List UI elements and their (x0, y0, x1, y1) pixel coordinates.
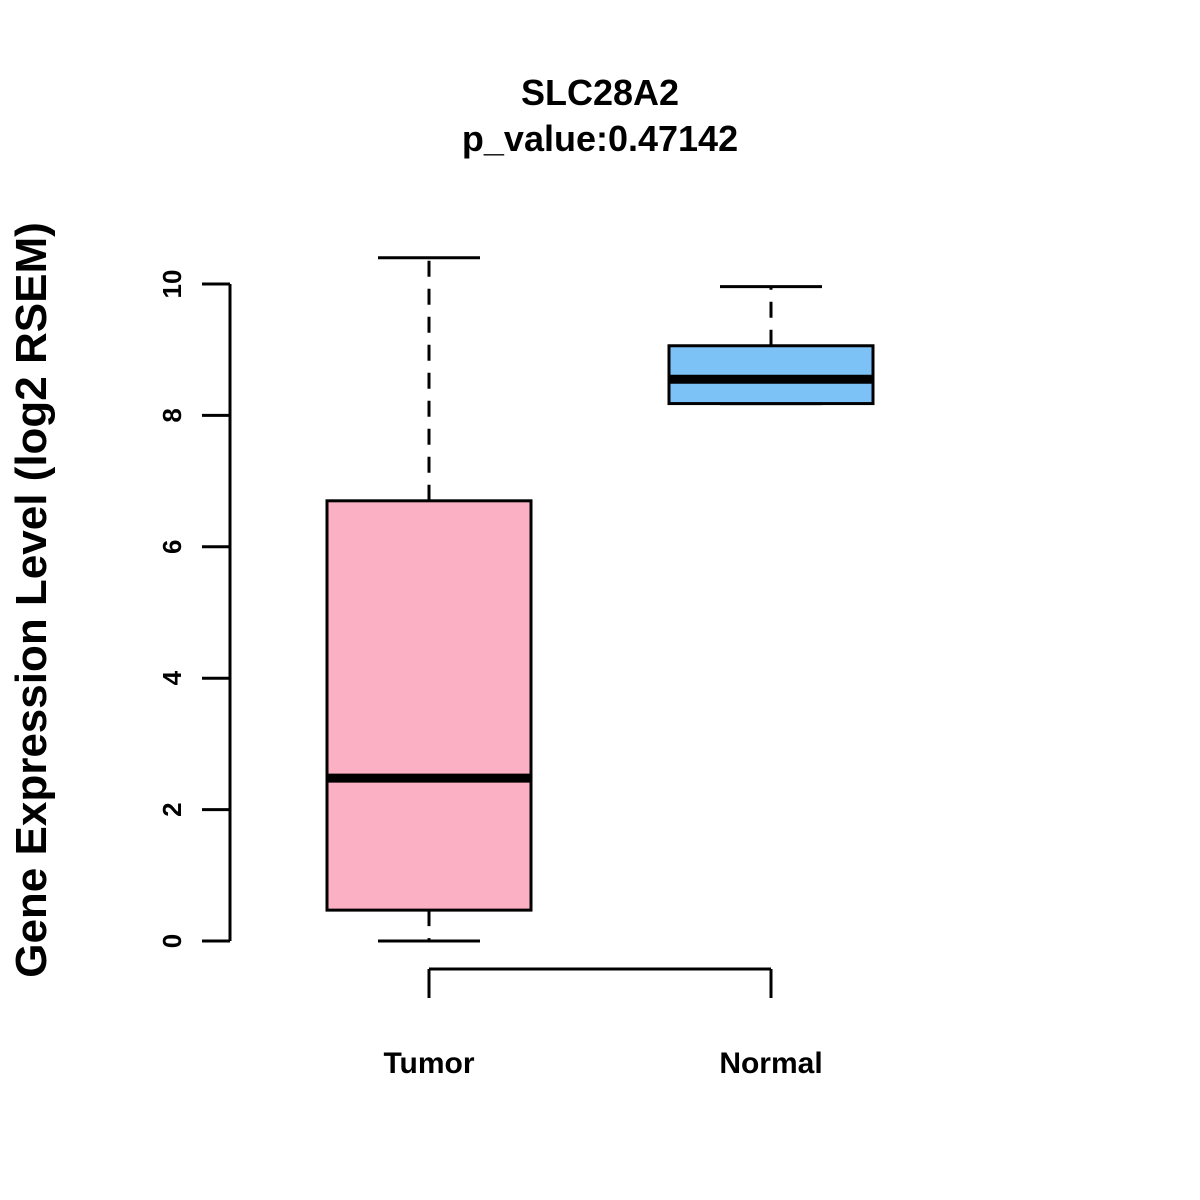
y-tick-label-10: 10 (157, 270, 187, 299)
tumor-iqr-box (325, 499, 533, 912)
box-normal (667, 285, 875, 406)
x-tick-label-normal: Normal (719, 1047, 822, 1080)
y-tick-label-2: 2 (157, 802, 187, 816)
chart-subtitle: p_value:0.47142 (462, 118, 738, 159)
chart-title: SLC28A2 (521, 72, 679, 113)
y-tick-label-4: 4 (157, 670, 187, 685)
x-axis: Tumor Normal (383, 967, 823, 1080)
y-axis: 0 2 4 6 8 10 (157, 270, 232, 948)
x-tick-label-tumor: Tumor (383, 1047, 474, 1080)
y-tick-label-8: 8 (157, 408, 187, 422)
normal-iqr-box (667, 344, 875, 406)
boxes (325, 256, 875, 943)
y-tick-label-0: 0 (157, 934, 187, 948)
box-tumor (325, 256, 533, 943)
y-tick-label-6: 6 (157, 540, 187, 554)
y-axis-label: Gene Expression Level (log2 RSEM) (7, 222, 56, 978)
